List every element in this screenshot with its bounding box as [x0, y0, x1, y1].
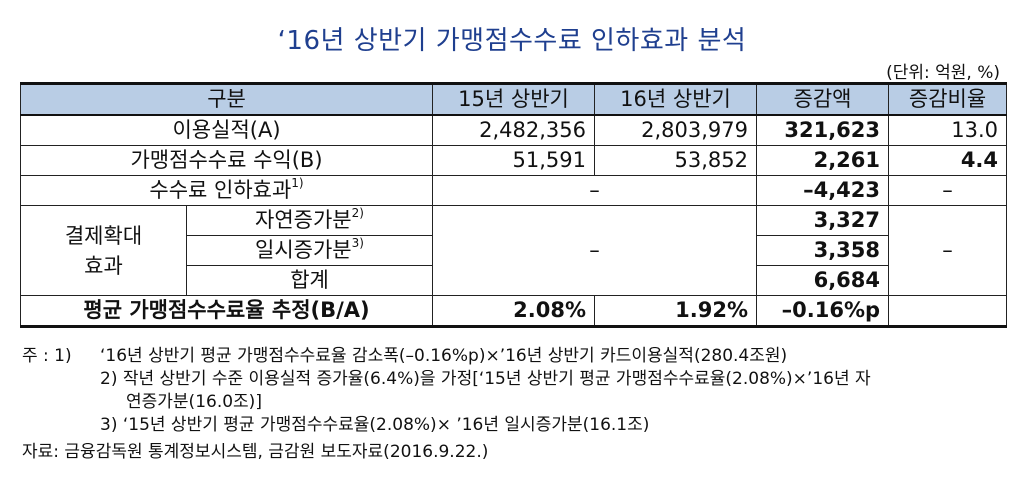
footnote-2-cont: 연증가분(16.0조)] — [126, 392, 262, 412]
row-label: 이용실적(A) — [19, 114, 434, 146]
cell-ratio: 4.4 — [888, 145, 1008, 176]
unit-label: (단위: 억원, %) — [886, 63, 1000, 83]
row-label: 일시증가분3) — [185, 235, 434, 266]
cell-h16: 53,852 — [594, 145, 758, 176]
cell-ratio: 13.0 — [888, 114, 1008, 146]
row-label: 수수료 인하효과1) — [19, 175, 434, 206]
footnote-mark: 3) — [351, 236, 364, 250]
cell-h16: 2,803,979 — [594, 114, 758, 146]
cell-diff: –0.16%p — [756, 295, 890, 327]
header-h16: 16년 상반기 — [594, 83, 758, 116]
header-category: 구분 — [19, 83, 434, 116]
cell-diff: 321,623 — [756, 114, 890, 146]
cell-h15: 51,591 — [432, 145, 596, 176]
footnote-text: 3) ‘15년 상반기 평균 가맹점수수료율(2.08%)× ’16년 일시증가… — [100, 415, 650, 435]
cell-diff: 6,684 — [756, 265, 890, 296]
footnote-3: 3) ‘15년 상반기 평균 가맹점수수료율(2.08%)× ’16년 일시증가… — [22, 414, 1012, 437]
cell-h16: 1.92% — [594, 295, 758, 327]
footnote-2: 2) 작년 상반기 수준 이용실적 증가율(6.4%)을 가정[‘15년 상반기… — [22, 368, 1012, 391]
header-diff: 증감액 — [756, 83, 890, 116]
cell-ratio — [888, 295, 1008, 327]
footnote-1: 주 : 1) ‘16년 상반기 평균 가맹점수수료율 감소폭(–0.16%p)×… — [22, 345, 1012, 368]
footnote-text: 2) 작년 상반기 수준 이용실적 증가율(6.4%)을 가정[‘15년 상반기… — [100, 369, 871, 389]
footnote-text: ‘16년 상반기 평균 가맹점수수료율 감소폭(–0.16%p)×’16년 상반… — [100, 346, 788, 366]
cell-ratio: – — [888, 205, 1008, 296]
cell-ratio: – — [888, 175, 1008, 206]
table-row: 수수료 인하효과1) – –4,423 – — [19, 175, 1008, 206]
table-row: 이용실적(A) 2,482,356 2,803,979 321,623 13.0 — [19, 114, 1008, 146]
header-ratio: 증감비율 — [888, 83, 1008, 116]
table-row: 가맹점수수료 수익(B) 51,591 53,852 2,261 4.4 — [19, 145, 1008, 176]
row-label: 자연증가분2) — [185, 205, 434, 236]
footnote-mark: 1) — [291, 176, 304, 190]
row-label: 평균 가맹점수수료율 추정(B/A) — [19, 295, 434, 327]
cell-diff: 3,327 — [756, 205, 890, 236]
row-label: 합계 — [185, 265, 434, 296]
cell-diff: 2,261 — [756, 145, 890, 176]
row-label-text: 자연증가분 — [255, 208, 352, 232]
table-row: 평균 가맹점수수료율 추정(B/A) 2.08% 1.92% –0.16%p — [19, 295, 1008, 327]
cell-dash: – — [432, 175, 758, 206]
page-title: ‘16년 상반기 가맹점수수료 인하효과 분석 — [277, 26, 747, 56]
footnote-mark: 2) — [351, 206, 364, 220]
footnotes: 주 : 1) ‘16년 상반기 평균 가맹점수수료율 감소폭(–0.16%p)×… — [22, 345, 1012, 464]
header-h15: 15년 상반기 — [432, 83, 596, 116]
cell-h15: 2.08% — [432, 295, 596, 327]
group-label-line2: 효과 — [84, 253, 123, 278]
table-row: 일시증가분3) 3,358 — [21, 235, 1007, 266]
table-header-row: 구분 15년 상반기 16년 상반기 증감액 증감비율 — [19, 83, 1008, 116]
cell-diff: 3,358 — [756, 235, 890, 266]
cell-h15: 2,482,356 — [432, 114, 596, 146]
cell-dash: – — [432, 205, 758, 296]
row-label: 가맹점수수료 수익(B) — [19, 145, 434, 176]
footnote-lead: 주 : 1) — [22, 346, 72, 366]
group-label-line1: 결제확대 — [64, 223, 143, 248]
row-label-text: 일시증가분 — [255, 238, 352, 262]
cell-diff: –4,423 — [756, 175, 890, 206]
source-line: 자료: 금융감독원 통계정보시스템, 금감원 보도자료(2016.9.22.) — [22, 442, 489, 462]
row-label-text: 수수료 인하효과 — [149, 178, 292, 202]
fee-analysis-table: 구분 15년 상반기 16년 상반기 증감액 증감비율 이용실적(A) 2,48… — [19, 82, 1008, 328]
